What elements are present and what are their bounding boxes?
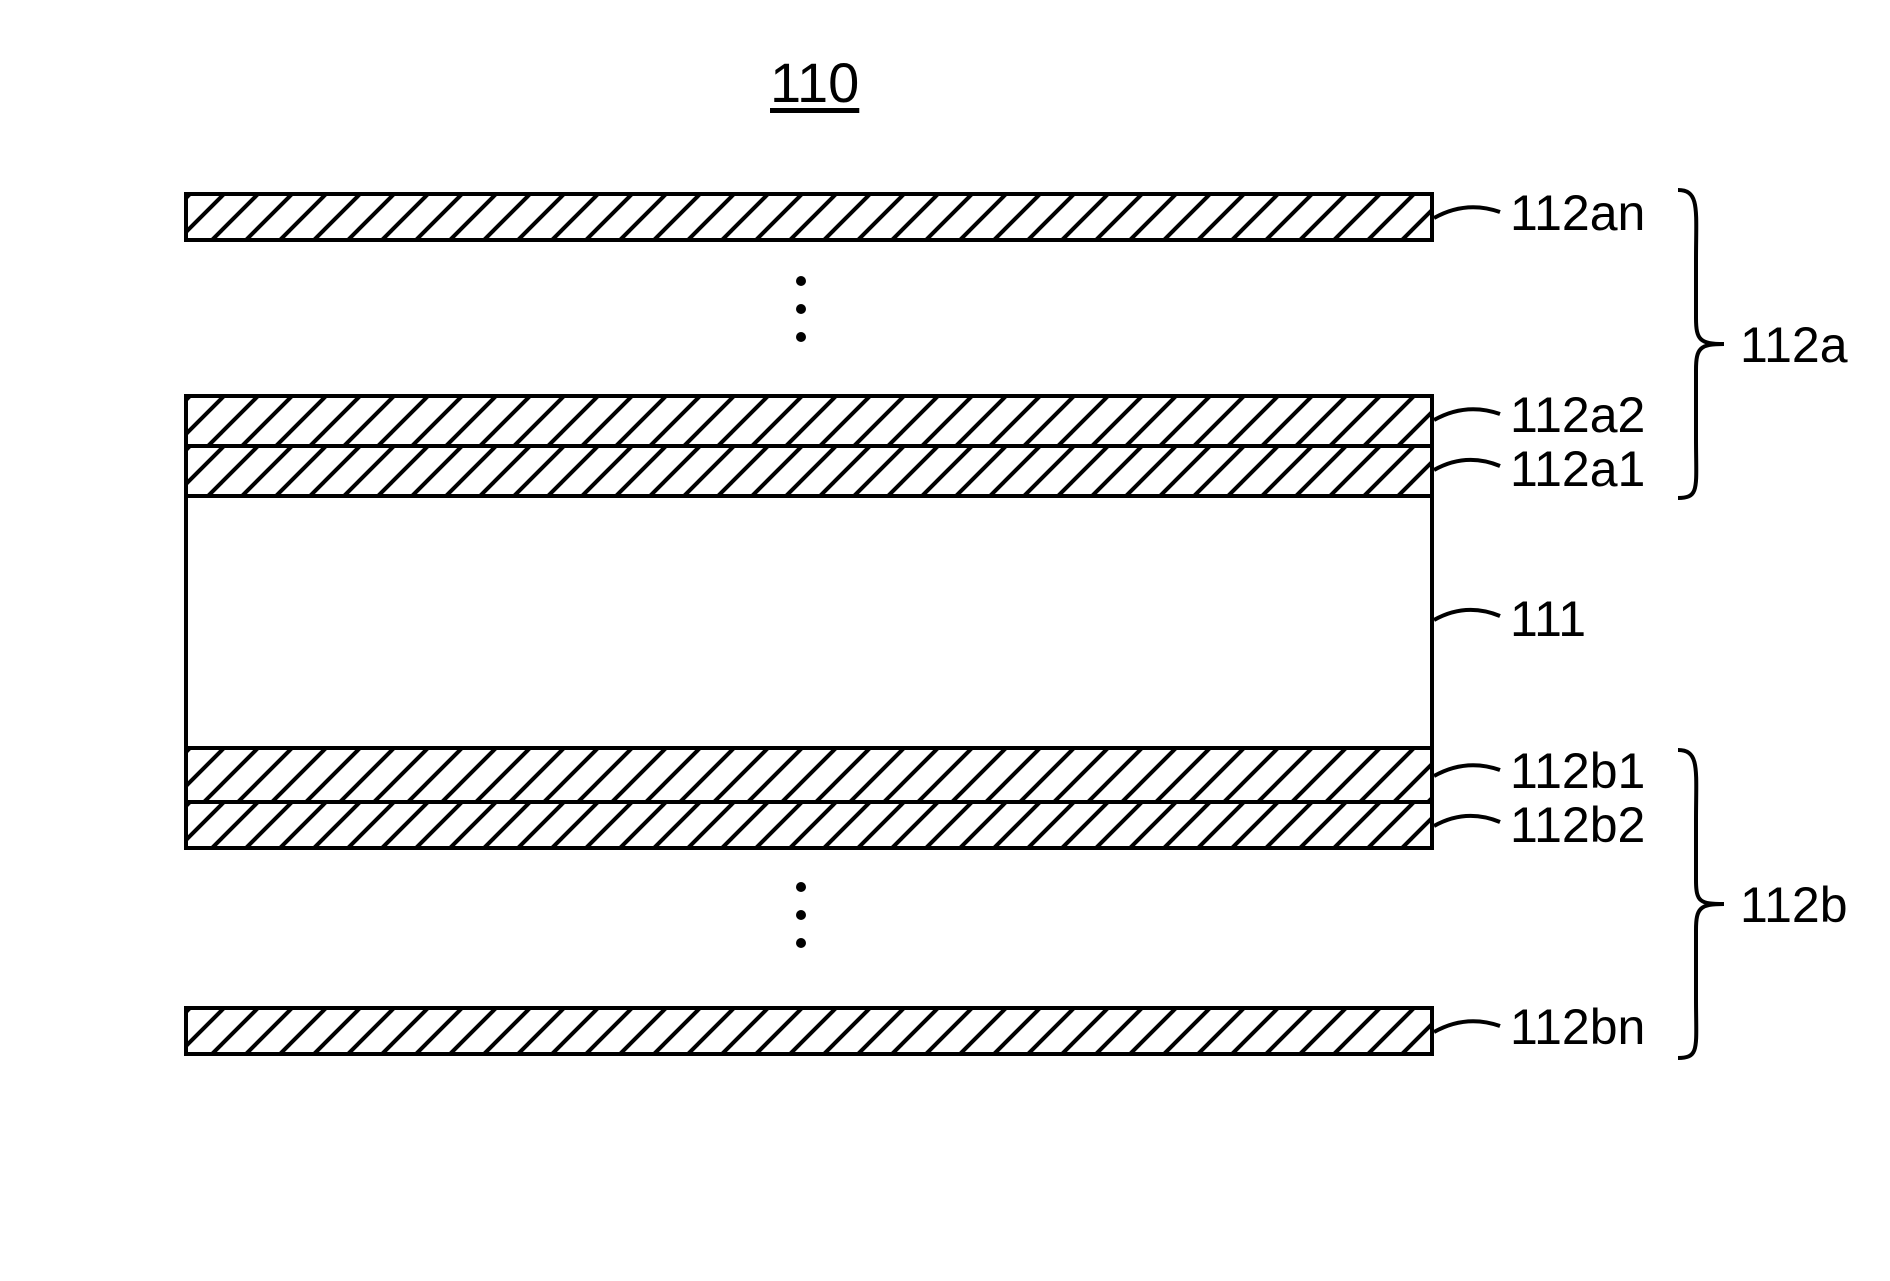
label-112a: 112a [1740,316,1848,374]
label-112b2: 112b2 [1510,796,1645,854]
label-112b: 112b [1740,876,1848,934]
label-112an: 112an [1510,184,1645,242]
label-112b1: 112b1 [1510,742,1645,800]
label-112a2: 112a2 [1510,386,1645,444]
label-112bn: 112bn [1510,998,1645,1056]
label-111: 111 [1510,590,1586,648]
label-112a1: 112a1 [1510,440,1645,498]
diagram-canvas: 110 [0,0,1890,1281]
